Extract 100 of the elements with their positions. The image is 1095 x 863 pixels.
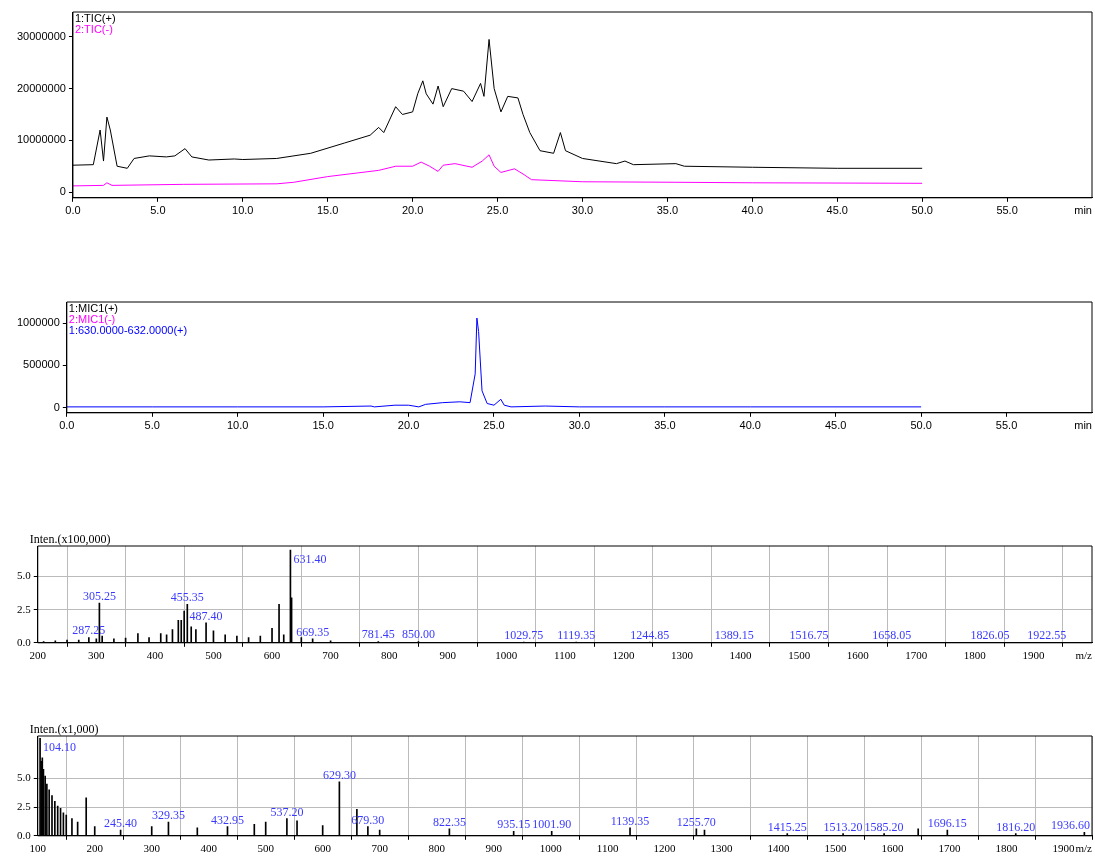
annotation: 1244.85: [630, 628, 670, 643]
annotation: 850.00: [401, 627, 435, 642]
annotation: 1816.20: [996, 819, 1036, 834]
x-tick-label: 300: [88, 649, 106, 662]
x-tick-label: 1800: [963, 649, 987, 662]
annotation: 537.20: [270, 804, 304, 819]
x-tick-label: 50.0: [910, 419, 932, 432]
x-tick-label: 30.0: [571, 204, 594, 217]
x-tick-label: 20.0: [397, 419, 420, 432]
x-tick-label: 55.0: [995, 419, 1018, 432]
annotation: 1516.75: [789, 628, 829, 643]
x-tick-label: 45.0: [826, 204, 848, 217]
y-tick-label: 2.5: [17, 602, 32, 615]
x-tick-label: 900: [439, 649, 457, 662]
x-tick-label: 25.0: [483, 419, 505, 432]
x-tick-label: 40.0: [739, 419, 761, 432]
x-tick-label: 1700: [905, 649, 928, 662]
annotation: 1826.05: [970, 628, 1010, 643]
y-tick-label: 500000: [23, 358, 60, 371]
x-tick-label: 1600: [881, 842, 905, 855]
x-tick-label: 100: [29, 842, 47, 855]
y-tick-label: 0: [53, 400, 60, 413]
annotation: 487.40: [189, 608, 223, 623]
x-tick-label: 500: [257, 842, 275, 855]
annotation: 1415.25: [767, 819, 807, 834]
x-tick-label: 1100: [554, 649, 577, 662]
annotation: 1389.15: [714, 628, 754, 643]
annotation: 245.40: [104, 816, 138, 831]
annotation: 781.45: [361, 627, 395, 642]
x-tick-label: 10.0: [226, 419, 249, 432]
y-tick-label: 5.0: [17, 771, 32, 784]
x-axis-title: m/z: [1075, 841, 1093, 854]
x-tick-label: 700: [371, 842, 389, 855]
text: 1:630.0000-632.0000(+): [68, 324, 188, 336]
annotation: 1029.75: [504, 628, 544, 643]
x-tick-label: 1900: [1052, 842, 1076, 855]
annotation: 822.35: [432, 814, 466, 829]
y-axis-title: Inten.(x1,000): [29, 722, 99, 736]
x-tick-label: 35.0: [654, 419, 676, 432]
annotation: 1696.15: [927, 816, 967, 831]
x-tick-label: 30.0: [568, 419, 591, 432]
x-tick-label: 45.0: [824, 419, 847, 432]
y-tick-label: 0: [59, 185, 66, 198]
x-tick-label: 5.0: [144, 419, 160, 432]
x-tick-label: 50.0: [911, 204, 933, 217]
y-tick-label: 10000000: [16, 133, 66, 146]
x-tick-label: 40.0: [741, 204, 764, 217]
legend-label: 2:MIC1(-): [68, 313, 116, 325]
y-tick-label: 2.5: [17, 800, 32, 813]
y-tick-label: 0.0: [17, 635, 32, 648]
x-tick-label: 0.0: [65, 204, 81, 217]
x-tick-label: 1300: [710, 842, 734, 855]
y-tick-label: 30000000: [16, 29, 66, 42]
x-tick-label: 1000: [539, 842, 563, 855]
annotation: 1658.05: [872, 628, 912, 643]
annotation: 1255.70: [676, 814, 716, 829]
y-tick-label: 1000000: [17, 316, 60, 329]
y-tick-label: 0.0: [17, 828, 32, 841]
x-tick-label: 10.0: [232, 204, 254, 217]
y-tick-label: 5.0: [17, 569, 32, 582]
x-tick-label: 55.0: [996, 204, 1018, 217]
x-tick-label: 35.0: [656, 204, 679, 217]
text: 2:TIC(-): [74, 23, 113, 35]
annotation: 104.10: [43, 740, 77, 755]
x-tick-label: 700: [322, 649, 340, 662]
annotation: 329.35: [151, 808, 185, 823]
x-tick-label: 600: [263, 649, 281, 662]
annotation: 1513.20: [823, 819, 863, 834]
x-tick-label: 1200: [612, 649, 635, 662]
x-tick-label: 200: [29, 649, 47, 662]
x-tick-label: 15.0: [317, 204, 339, 217]
annotation: 1936.60: [1051, 818, 1090, 833]
x-tick-label: 1100: [596, 842, 619, 855]
x-tick-label: 800: [380, 649, 398, 662]
annotation: 631.40: [293, 551, 327, 566]
annotation: 629.30: [322, 767, 356, 782]
x-tick-label: 15.0: [312, 419, 334, 432]
x-tick-label: 1700: [938, 842, 962, 855]
x-tick-label: 900: [485, 842, 503, 855]
x-axis-title: m/z: [1075, 648, 1093, 661]
x-tick-label: 1500: [824, 842, 848, 855]
x-tick-label: 400: [200, 842, 218, 855]
annotation: 455.35: [170, 590, 204, 605]
annotation: 935.15: [497, 817, 531, 832]
annotation: 305.25: [82, 589, 116, 604]
x-axis-title: min: [1074, 418, 1092, 431]
x-tick-label: 1400: [767, 842, 791, 855]
x-tick-label: 300: [143, 842, 161, 855]
x-tick-label: 500: [205, 649, 223, 662]
x-tick-label: 1400: [729, 649, 753, 662]
annotation: 1119.35: [557, 628, 596, 643]
annotation: 1139.35: [610, 813, 650, 828]
x-tick-label: 5.0: [150, 204, 166, 217]
x-tick-label: 25.0: [486, 204, 509, 217]
x-tick-label: 1200: [653, 842, 677, 855]
x-tick-label: 20.0: [401, 204, 424, 217]
x-tick-label: 1300: [671, 649, 694, 662]
text: 1:TIC(+): [74, 12, 116, 24]
y-axis-title: Inten.(x100,000): [29, 532, 111, 546]
x-tick-label: 1800: [995, 842, 1019, 855]
